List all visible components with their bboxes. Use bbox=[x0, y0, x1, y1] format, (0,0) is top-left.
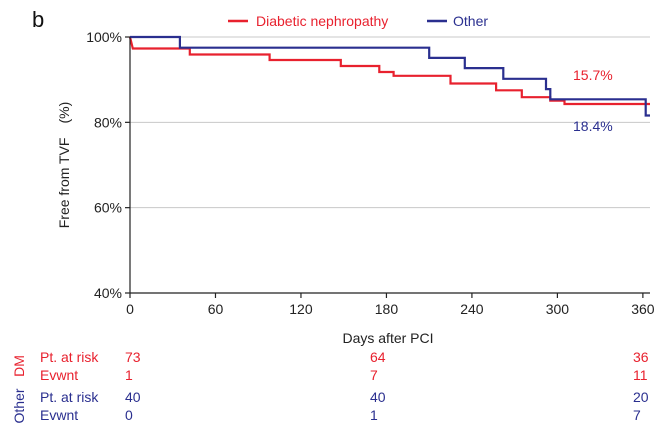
x-tick-label: 240 bbox=[460, 301, 484, 317]
y-tick-label: 80% bbox=[94, 114, 122, 130]
panel-label: b bbox=[32, 7, 44, 32]
y-tick-label: 100% bbox=[86, 29, 122, 45]
risk-row-label: Evwnt bbox=[40, 367, 78, 383]
risk-cell: 73 bbox=[125, 349, 141, 365]
risk-cell: 1 bbox=[370, 407, 378, 423]
risk-row-label: Pt. at risk bbox=[40, 389, 99, 405]
risk-cell: 40 bbox=[125, 389, 141, 405]
x-axis-title: Days after PCI bbox=[342, 330, 433, 346]
annotation-dm: 15.7% bbox=[573, 67, 613, 83]
y-axis-title: Free from TVF (%) bbox=[56, 102, 72, 229]
risk-cell: 7 bbox=[633, 407, 641, 423]
risk-cell: 0 bbox=[125, 407, 133, 423]
axes bbox=[125, 36, 650, 298]
legend-label-dm: Diabetic nephropathy bbox=[256, 13, 388, 29]
risk-table: DM Pt. at risk 73 64 36 Evwnt 1 7 11 Other Pt. at … bbox=[11, 349, 649, 424]
risk-row-label: Evwnt bbox=[40, 407, 78, 423]
x-tick-label: 360 bbox=[631, 301, 655, 317]
risk-cell: 64 bbox=[370, 349, 386, 365]
risk-cell: 40 bbox=[370, 389, 386, 405]
annotation-other: 18.4% bbox=[573, 118, 613, 134]
gridlines bbox=[130, 36, 650, 209]
risk-group-label: DM bbox=[11, 355, 27, 377]
risk-cell: 11 bbox=[633, 367, 648, 383]
risk-cell: 1 bbox=[125, 367, 133, 383]
risk-cell: 36 bbox=[633, 349, 649, 365]
x-tick-label: 180 bbox=[375, 301, 399, 317]
legend: Diabetic nephropathy Other bbox=[228, 13, 488, 29]
risk-cell: 20 bbox=[633, 389, 649, 405]
series-line-other bbox=[130, 35, 650, 117]
y-tick-label: 40% bbox=[94, 285, 122, 301]
x-tick-label: 0 bbox=[126, 301, 134, 317]
legend-label-other: Other bbox=[453, 13, 488, 29]
y-tick-label: 60% bbox=[94, 200, 122, 216]
x-tick-label: 120 bbox=[289, 301, 313, 317]
series-lines bbox=[128, 35, 650, 117]
tick-labels: 40% 60% 80% 100% 0 60 120 180 240 300 360 bbox=[86, 29, 655, 317]
risk-row-label: Pt. at risk bbox=[40, 349, 99, 365]
risk-cell: 7 bbox=[370, 367, 378, 383]
x-tick-label: 60 bbox=[208, 301, 224, 317]
x-tick-label: 300 bbox=[546, 301, 570, 317]
risk-group-label: Other bbox=[11, 388, 27, 423]
